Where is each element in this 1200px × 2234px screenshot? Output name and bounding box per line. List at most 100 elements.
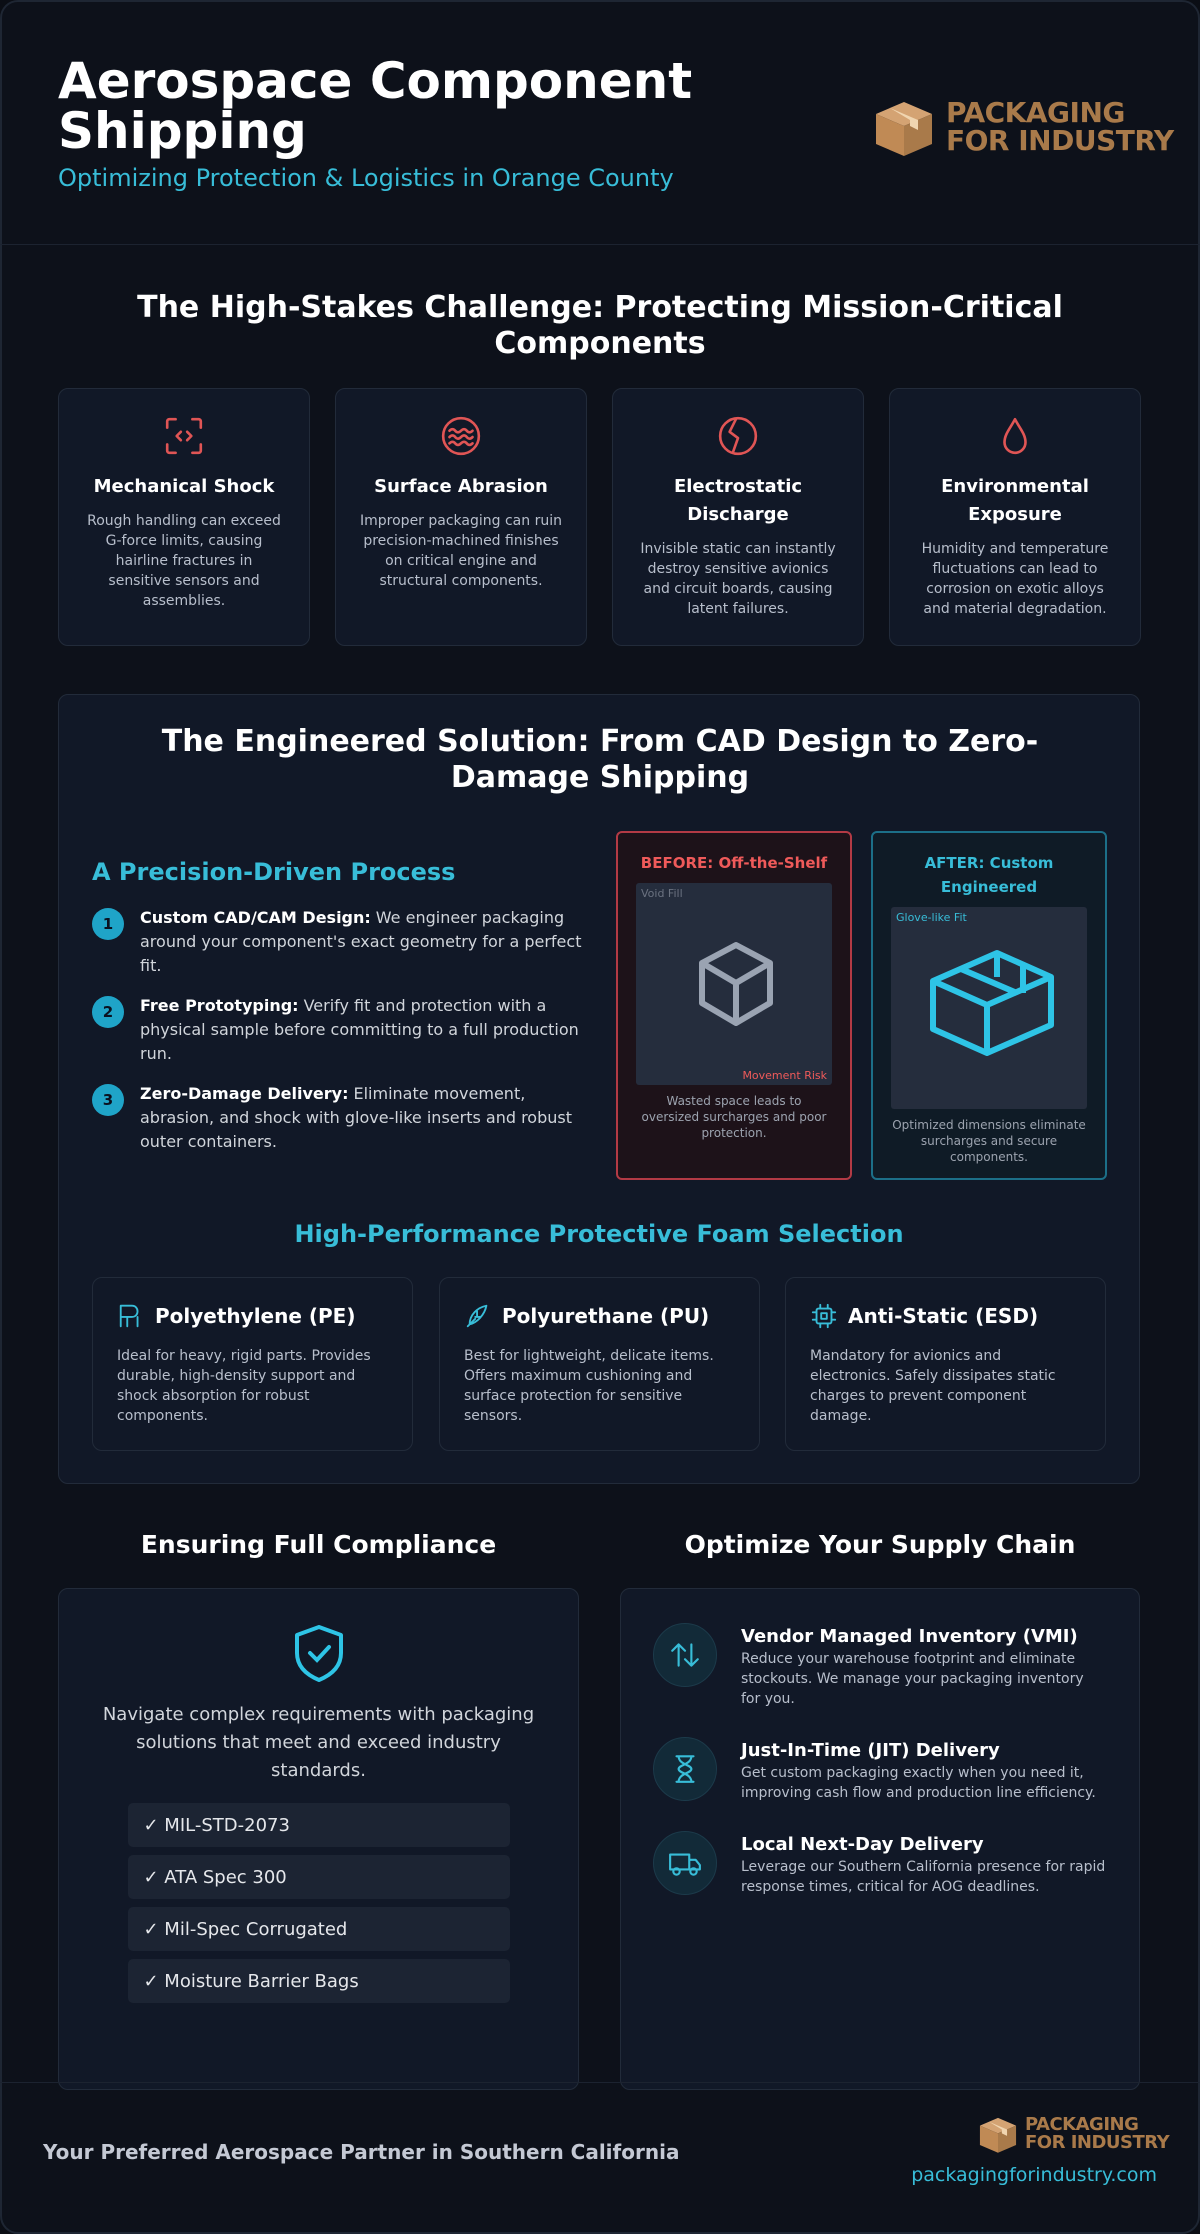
step-body: Eliminate movement, abrasion, and shock …: [140, 1084, 572, 1151]
divider: [0, 2082, 1200, 2083]
section-heading: The High-Stakes Challenge: Protecting Mi…: [137, 290, 1063, 361]
process: A Precision-Driven Process 1 Custom CAD/C…: [92, 858, 588, 1170]
before-image: Void Fill Movement Risk: [636, 883, 832, 1085]
foam-text: Ideal for heavy, rigid parts. Provides d…: [117, 1348, 371, 1424]
after-title: AFTER: Custom Engineered: [924, 854, 1054, 896]
step-text: Custom CAD/CAM Design: We engineer packag…: [140, 906, 588, 978]
foam-title: Polyethylene (PE): [155, 1304, 356, 1328]
foam-text: Best for lightweight, delicate items. Of…: [464, 1348, 714, 1424]
logo-line: PACKAGING: [946, 96, 1125, 129]
footer-url[interactable]: packagingforindustry.com: [911, 2164, 1157, 2186]
foam-title-row: Anti-Static (ESD): [810, 1302, 1081, 1330]
page-title: Aerospace Component Shipping: [58, 52, 693, 160]
step: 2 Free Prototyping: Verify fit and protect…: [92, 994, 588, 1066]
logo-icon: [876, 102, 932, 156]
icon: [671, 1643, 699, 1667]
card-title: Electrostatic Discharge: [673, 476, 803, 525]
card-text: Rough handling can exceed G-force limits…: [87, 513, 281, 609]
icon: [669, 1853, 701, 1876]
supply-title: Vendor Managed Inventory (VMI): [741, 1626, 1078, 1647]
supply-text: Local Next-Day Delivery Leverage our Sout…: [741, 1831, 1107, 1897]
footer-logo: PACKAGING FOR INDUSTRY: [976, 2114, 1170, 2154]
foam-heading: High-Performance Protective Foam Selecti…: [294, 1220, 904, 1248]
supply-text: Vendor Managed Inventory (VMI) Reduce you…: [741, 1623, 1107, 1709]
after-box: AFTER: Custom Engineered Glove-like Fit …: [871, 831, 1107, 1180]
step-label: Custom CAD/CAM Design:: [140, 908, 371, 927]
supply-item: Just-In-Time (JIT) Delivery Get custom pa…: [653, 1737, 1107, 1803]
supply-text: Just-In-Time (JIT) Delivery Get custom pa…: [741, 1737, 1107, 1803]
icon: [811, 1303, 837, 1329]
tag: Void Fill: [641, 887, 683, 900]
supply-title: Just-In-Time (JIT) Delivery: [741, 1740, 1000, 1761]
icon: [718, 416, 758, 456]
step-label: Zero-Damage Delivery:: [140, 1084, 349, 1103]
logo-line: FOR INDUSTRY: [1025, 2132, 1170, 2153]
foam-title: Anti-Static (ESD): [848, 1304, 1039, 1328]
card-title: Environmental Exposure: [941, 476, 1089, 525]
logo-icon: [979, 2117, 1017, 2153]
icon: [1003, 417, 1027, 455]
supply-desc: Reduce your warehouse footprint and elim…: [741, 1651, 1084, 1707]
step-text: Free Prototyping: Verify fit and protecti…: [140, 994, 588, 1066]
supply-desc: Leverage our Southern California presenc…: [741, 1859, 1106, 1895]
checklist-item: ✓ Moisture Barrier Bags: [127, 1959, 510, 2003]
icon: [466, 1304, 488, 1328]
logo-line: FOR INDUSTRY: [946, 124, 1174, 157]
logo-text: PACKAGING FOR INDUSTRY: [946, 99, 1174, 155]
logo-text: PACKAGING FOR INDUSTRY: [1025, 2114, 1170, 2153]
subtitle: Optimizing Protection & Logistics in Ora…: [58, 164, 674, 192]
card-text: Improper packaging can ruin precision-ma…: [360, 513, 562, 589]
tag: Movement Risk: [742, 1069, 827, 1082]
challenge-card: Electrostatic Discharge Invisible static …: [612, 388, 864, 646]
icon: [165, 417, 203, 455]
section-heading: The Engineered Solution: From CAD Design…: [161, 724, 1039, 795]
shield-icon: [294, 1625, 343, 1682]
foam-card: Anti-Static (ESD) Mandatory for avionics …: [785, 1277, 1106, 1451]
supply-icon: [653, 1831, 717, 1895]
box-icon: [699, 942, 773, 1026]
supply-item: Vendor Managed Inventory (VMI) Reduce you…: [653, 1623, 1107, 1709]
step: 1 Custom CAD/CAM Design: We engineer packa…: [92, 906, 588, 978]
compliance-box: Navigate complex requirements with packa…: [58, 1588, 579, 2090]
caption: Optimized dimensions eliminate surcharge…: [892, 1118, 1086, 1164]
foam-card: Polyurethane (PU) Best for lightweight, d…: [439, 1277, 760, 1451]
step-number: 3: [92, 1084, 124, 1116]
column-heading: Optimize Your Supply Chain: [684, 1530, 1076, 1559]
step: 3 Zero-Damage Delivery: Eliminate movement…: [92, 1082, 588, 1154]
foam-title-row: Polyurethane (PU): [464, 1302, 735, 1330]
icon: [441, 416, 481, 456]
card-text: Invisible static can instantly destroy s…: [640, 541, 836, 617]
checklist-item: ✓ Mil-Spec Corrugated: [127, 1907, 510, 1951]
step-number: 2: [92, 996, 124, 1028]
tag: Glove-like Fit: [896, 911, 967, 924]
step-body: Verify fit and protection with a physica…: [140, 996, 579, 1063]
supply-item: Local Next-Day Delivery Leverage our Sout…: [653, 1831, 1107, 1897]
card-text: Humidity and temperature fluctuations ca…: [921, 541, 1109, 617]
checklist-item: ✓ MIL-STD-2073: [127, 1803, 510, 1847]
icon: [119, 1304, 139, 1328]
step-label: Free Prototyping:: [140, 996, 299, 1015]
foam-card: Polyethylene (PE) Ideal for heavy, rigid …: [92, 1277, 413, 1451]
step-number: 1: [92, 908, 124, 940]
supply-title: Local Next-Day Delivery: [741, 1834, 984, 1855]
challenge-card: Surface Abrasion Improper packaging can r…: [335, 388, 587, 646]
card-title: Surface Abrasion: [374, 476, 548, 497]
before-box: BEFORE: Off-the-Shelf Void Fill Movement…: [616, 831, 852, 1180]
before-title: BEFORE: Off-the-Shelf: [640, 854, 828, 872]
supply-icon: [653, 1737, 717, 1801]
caption: Wasted space leads to oversized surcharg…: [641, 1094, 827, 1140]
logo-line: PACKAGING: [1025, 2114, 1139, 2135]
foam-title-row: Polyethylene (PE): [117, 1302, 388, 1330]
challenge-card: Mechanical Shock Rough handling can excee…: [58, 388, 310, 646]
divider: [0, 244, 1200, 245]
process-heading: A Precision-Driven Process: [92, 858, 456, 886]
supply-icon: [653, 1623, 717, 1687]
supply-desc: Get custom packaging exactly when you ne…: [741, 1765, 1096, 1801]
steps: 1 Custom CAD/CAM Design: We engineer packa…: [92, 906, 588, 1154]
logo: PACKAGING FOR INDUSTRY: [870, 96, 1174, 158]
footer-tagline: Your Preferred Aerospace Partner in Sout…: [43, 2140, 680, 2164]
compliance-text: Navigate complex requirements with packa…: [102, 1704, 535, 1781]
after-image: Glove-like Fit: [891, 907, 1087, 1109]
